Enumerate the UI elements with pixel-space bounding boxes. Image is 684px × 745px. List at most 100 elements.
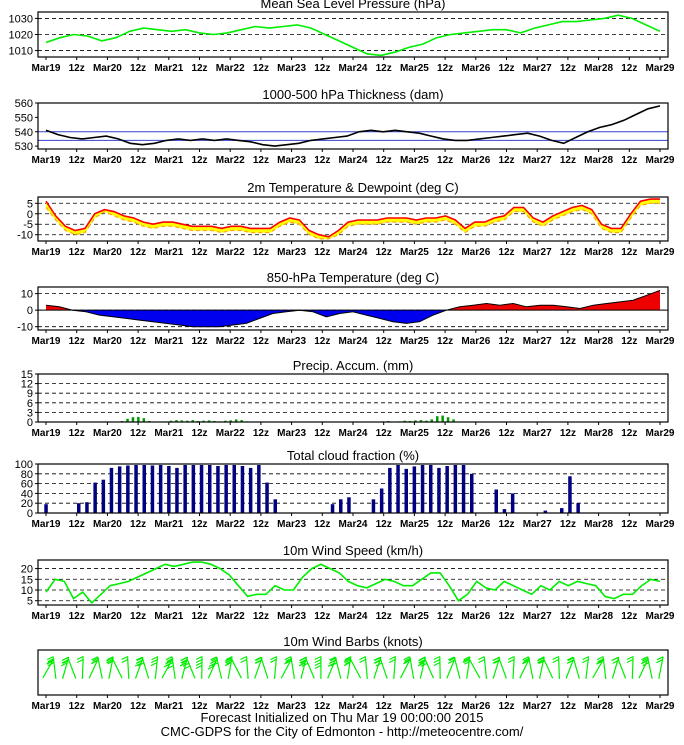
wind-barb bbox=[627, 657, 633, 679]
temperature-xtick-label: Mar28 bbox=[584, 247, 613, 258]
precip-xtick-label: Mar23 bbox=[277, 428, 306, 439]
wind-xtick-label: Mar28 bbox=[584, 611, 613, 622]
cloud-xtick-label: Mar20 bbox=[93, 519, 122, 530]
thickness-xtick-label: Mar19 bbox=[32, 155, 61, 166]
source-text: CMC-GDPS for the City of Edmonton - http… bbox=[0, 725, 684, 739]
temperature-xtick-label: Mar29 bbox=[646, 247, 675, 258]
t850-xtick-label: 12z bbox=[253, 336, 269, 347]
panel-pressure: Mean Sea Level Pressure (hPa)10101020103… bbox=[9, 0, 675, 74]
thickness-xtick-label: 12z bbox=[314, 155, 330, 166]
cloud-bar bbox=[462, 465, 466, 513]
cloud-bar bbox=[576, 503, 580, 513]
wind-title: 10m Wind Speed (km/h) bbox=[283, 543, 423, 558]
cloud-bar bbox=[388, 468, 392, 513]
thickness-xtick-label: 12z bbox=[191, 155, 207, 166]
wind-barb bbox=[657, 657, 664, 679]
panel-cloud: Total cloud fraction (%)020406080100Mar1… bbox=[15, 448, 675, 530]
temperature-ytick-label: -10 bbox=[17, 230, 33, 242]
precip-xtick-label: Mar24 bbox=[339, 428, 368, 439]
cloud-bar bbox=[233, 465, 237, 513]
pressure-xtick-label: Mar23 bbox=[277, 63, 306, 74]
wind-xtick-label: Mar19 bbox=[32, 611, 61, 622]
thickness-frame bbox=[38, 103, 668, 149]
wind-barb bbox=[196, 657, 202, 679]
wind-barb bbox=[582, 657, 588, 679]
precip-bar bbox=[132, 417, 135, 422]
cloud-xtick-label: Mar23 bbox=[277, 519, 306, 530]
cloud-bar bbox=[347, 497, 351, 513]
wind-barb bbox=[359, 657, 367, 679]
thickness-xtick-label: Mar22 bbox=[216, 155, 245, 166]
cloud-bar bbox=[126, 466, 130, 514]
temperature-xtick-label: 12z bbox=[253, 247, 269, 258]
t850-xtick-label: Mar27 bbox=[523, 336, 552, 347]
wind-barb bbox=[281, 658, 292, 678]
wind-barb bbox=[508, 657, 514, 679]
temperature-xtick-label: 12z bbox=[376, 247, 392, 258]
t850-xtick-label: Mar22 bbox=[216, 336, 245, 347]
wind-barb bbox=[478, 657, 486, 679]
cloud-bar bbox=[44, 504, 48, 513]
pressure-xtick-label: 12z bbox=[376, 63, 392, 74]
temperature-xtick-label: 12z bbox=[69, 247, 85, 258]
wind-barb bbox=[639, 658, 648, 678]
temperature-line bbox=[46, 199, 660, 237]
cloud-bar bbox=[110, 468, 114, 513]
thickness-xtick-label: 12z bbox=[253, 155, 269, 166]
cloud-bar bbox=[77, 503, 81, 513]
cloud-bar bbox=[405, 469, 409, 513]
thickness-xtick-label: 12z bbox=[376, 155, 392, 166]
wind-xtick-label: 12z bbox=[437, 611, 453, 622]
t850-negative-area bbox=[46, 310, 660, 327]
cloud-bar bbox=[568, 476, 572, 513]
cloud-xtick-label: 12z bbox=[314, 519, 330, 530]
wind-xtick-label: 12z bbox=[498, 611, 514, 622]
cloud-bar bbox=[192, 465, 196, 513]
temperature-xtick-label: Mar20 bbox=[93, 247, 122, 258]
t850-xtick-label: Mar23 bbox=[277, 336, 306, 347]
precip-xtick-label: 12z bbox=[498, 428, 514, 439]
panel-temperature: 2m Temperature & Dewpoint (deg C)-10-505… bbox=[17, 180, 675, 258]
precip-xtick-label: Mar26 bbox=[461, 428, 490, 439]
precip-xtick-label: Mar21 bbox=[154, 428, 183, 439]
t850-title: 850-hPa Temperature (deg C) bbox=[267, 270, 439, 285]
wind-xtick-label: Mar22 bbox=[216, 611, 245, 622]
precip-bar bbox=[447, 417, 450, 422]
t850-xtick-label: Mar20 bbox=[93, 336, 122, 347]
thickness-xtick-label: Mar21 bbox=[154, 155, 183, 166]
cloud-bar bbox=[249, 468, 253, 513]
wind-ytick-label: 20 bbox=[21, 564, 33, 576]
cloud-bar bbox=[183, 465, 187, 513]
cloud-xtick-label: 12z bbox=[253, 519, 269, 530]
cloud-bar bbox=[413, 466, 417, 513]
wind-xtick-label: Mar20 bbox=[93, 611, 122, 622]
precip-xtick-label: 12z bbox=[253, 428, 269, 439]
wind-barb bbox=[43, 659, 54, 678]
t850-xtick-label: Mar19 bbox=[32, 336, 61, 347]
t850-xtick-label: 12z bbox=[314, 336, 330, 347]
precip-xtick-label: 12z bbox=[69, 428, 85, 439]
temperature-xtick-label: 12z bbox=[130, 247, 146, 258]
precip-xtick-label: 12z bbox=[621, 428, 637, 439]
temperature-xtick-label: 12z bbox=[437, 247, 453, 258]
cloud-bar bbox=[216, 466, 220, 513]
t850-xtick-label: 12z bbox=[376, 336, 392, 347]
thickness-xtick-label: Mar29 bbox=[646, 155, 675, 166]
cloud-bar bbox=[445, 466, 449, 513]
t850-xtick-label: 12z bbox=[191, 336, 207, 347]
t850-xtick-label: Mar28 bbox=[584, 336, 613, 347]
wind-xtick-label: Mar27 bbox=[523, 611, 552, 622]
pressure-xtick-label: 12z bbox=[621, 63, 637, 74]
cloud-xtick-label: 12z bbox=[191, 519, 207, 530]
t850-xtick-label: Mar25 bbox=[400, 336, 429, 347]
pressure-xtick-label: Mar20 bbox=[93, 63, 122, 74]
wind-xtick-label: 12z bbox=[376, 611, 392, 622]
cloud-bar bbox=[102, 480, 106, 513]
pressure-ytick-label: 1020 bbox=[9, 30, 33, 42]
thickness-xtick-label: Mar25 bbox=[400, 155, 429, 166]
wind-xtick-label: Mar21 bbox=[154, 611, 183, 622]
cloud-bar bbox=[274, 499, 278, 513]
cloud-bar bbox=[454, 465, 458, 513]
